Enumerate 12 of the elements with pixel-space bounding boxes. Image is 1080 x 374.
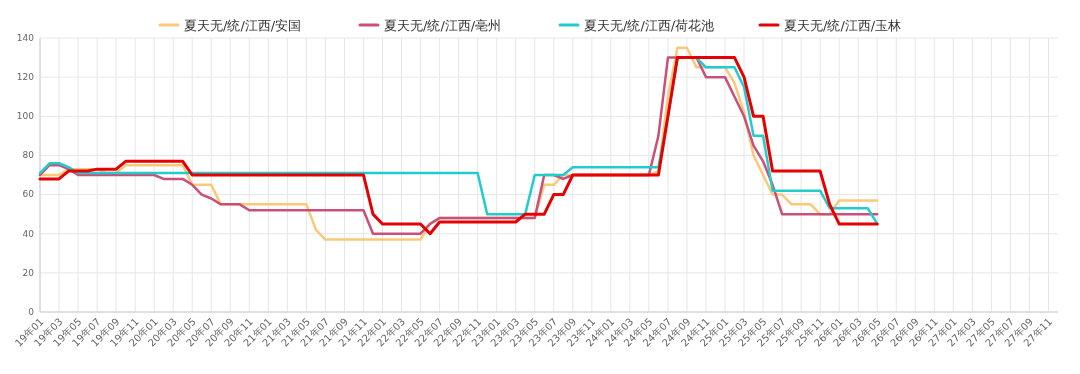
y-tick-label: 0: [28, 306, 35, 317]
y-tick-label: 100: [16, 111, 35, 122]
legend-label: 夏天无/统/江西/安国: [184, 17, 302, 33]
y-tick-label: 140: [16, 32, 35, 43]
y-tick-label: 20: [22, 267, 35, 278]
y-tick-label: 120: [16, 72, 35, 83]
y-tick-label: 40: [22, 228, 35, 239]
legend-label: 夏天无/统/江西/荷花池: [584, 17, 715, 33]
legend-label: 夏天无/统/江西/亳州: [384, 17, 502, 33]
legend-label: 夏天无/统/江西/玉林: [784, 17, 902, 33]
y-tick-label: 60: [22, 189, 35, 200]
y-tick-label: 80: [22, 150, 35, 161]
